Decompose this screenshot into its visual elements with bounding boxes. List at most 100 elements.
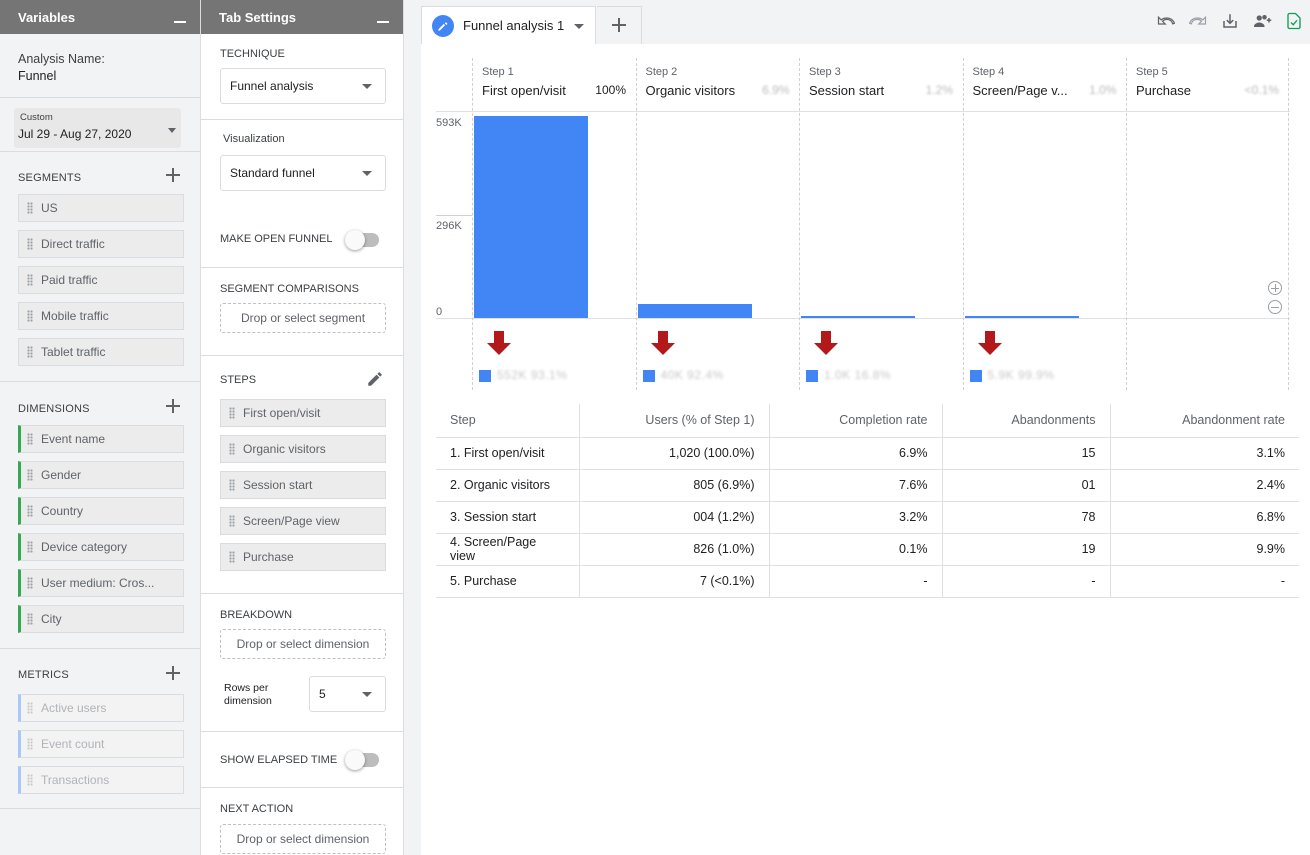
drag-handle-icon (27, 238, 33, 250)
tab-bar: Funnel analysis 1 (421, 0, 1310, 44)
undo-icon[interactable] (1157, 12, 1175, 30)
variables-header: Variables (0, 0, 200, 34)
table-cell: 3.1% (1110, 437, 1299, 470)
segment-chip[interactable]: Direct traffic (18, 230, 184, 258)
segment-chip[interactable]: US (18, 194, 184, 222)
download-icon[interactable] (1221, 12, 1239, 30)
dropoff-arrow-icon[interactable] (487, 331, 511, 355)
column-header[interactable]: Abandonment rate (1110, 404, 1299, 438)
dimension-chip[interactable]: City (18, 605, 184, 633)
drag-handle-icon (27, 738, 33, 750)
tab-funnel-analysis[interactable]: Funnel analysis 1 (421, 6, 596, 44)
dropoff-label: 1.0K 16.8% (824, 368, 892, 382)
column-header[interactable]: Step (436, 404, 580, 438)
table-row[interactable]: 2. Organic visitors 805 (6.9%) 7.6% 01 2.4% (436, 469, 1299, 502)
divider (201, 787, 403, 788)
breakdown-dropzone[interactable]: Drop or select dimension (220, 629, 386, 659)
share-icon[interactable] (1252, 12, 1274, 30)
date-range-picker[interactable]: Custom Jul 29 - Aug 27, 2020 (14, 108, 181, 148)
table-cell: 15 (942, 437, 1111, 470)
edit-steps-icon[interactable] (366, 370, 384, 388)
pencil-icon (432, 15, 454, 37)
table-body: 1. First open/visit 1,020 (100.0%) 6.9% 15 3… (436, 437, 1299, 598)
step-chip[interactable]: Screen/Page view (220, 507, 386, 535)
drag-handle-icon (27, 541, 33, 553)
open-funnel-toggle[interactable] (345, 230, 379, 250)
dimension-chip[interactable]: Gender (18, 461, 184, 489)
step-number: Step 2 (645, 66, 678, 78)
table-cell: 826 (1.0%) (579, 533, 770, 566)
metric-chip[interactable]: Transactions (18, 766, 184, 794)
rows-per-dimension-select[interactable]: 5 (309, 676, 386, 712)
dimension-chip[interactable]: Country (18, 497, 184, 525)
tab-menu-caret-icon[interactable] (574, 24, 584, 29)
step-chip[interactable]: Purchase (220, 543, 386, 571)
tab-settings-title: Tab Settings (219, 9, 297, 25)
funnel-bar[interactable] (964, 315, 1079, 318)
dimension-chip[interactable]: Device category (18, 533, 184, 561)
table-cell: 2.4% (1110, 469, 1299, 502)
funnel-step-column: Step 2 Organic visitors 6.9% 40K 92.4% (635, 58, 799, 390)
table-cell: 004 (1.2%) (579, 501, 770, 534)
segment-dropzone[interactable]: Drop or select segment (220, 303, 386, 333)
add-segment-icon[interactable] (166, 168, 180, 182)
step-percent: 6.9% (762, 83, 790, 97)
drag-handle-icon (27, 505, 33, 517)
table-row[interactable]: 5. Purchase 7 (<0.1%) - - - (436, 565, 1299, 598)
segment-chip[interactable]: Mobile traffic (18, 302, 184, 330)
zoom-in-icon[interactable] (1268, 281, 1282, 295)
visualization-select[interactable]: Standard funnel (220, 155, 386, 191)
add-metric-icon[interactable] (166, 666, 180, 680)
breakdown-label: BREAKDOWN (220, 609, 293, 621)
redo-icon[interactable] (1189, 12, 1207, 30)
tab-label: Funnel analysis 1 (463, 18, 565, 33)
table-cell: 3.2% (769, 501, 943, 534)
table-cell: 9.9% (1110, 533, 1299, 566)
next-action-dropzone[interactable]: Drop or select dimension (220, 824, 386, 854)
dropoff-arrow-icon[interactable] (814, 331, 838, 355)
dropoff-arrow-icon[interactable] (650, 331, 675, 355)
export-icon[interactable] (1285, 12, 1303, 30)
drag-handle-icon (27, 346, 33, 358)
column-header[interactable]: Completion rate (769, 404, 943, 438)
add-dimension-icon[interactable] (166, 399, 180, 413)
step-chip[interactable]: First open/visit (220, 399, 386, 427)
step-name: First open/visit (482, 83, 566, 98)
segment-chip[interactable]: Paid traffic (18, 266, 184, 294)
column-header[interactable]: Abandonments (942, 404, 1111, 438)
table-row[interactable]: 1. First open/visit 1,020 (100.0%) 6.9% 15 3… (436, 437, 1299, 470)
metric-chip[interactable]: Event count (18, 730, 184, 758)
step-chip[interactable]: Session start (220, 471, 386, 499)
table-cell: 805 (6.9%) (579, 469, 770, 502)
step-name: Purchase (1136, 83, 1191, 98)
column-header[interactable]: Users (% of Step 1) (579, 404, 770, 438)
drag-handle-icon (27, 310, 33, 322)
funnel-step-column: Step 5 Purchase <0.1% (1126, 58, 1289, 390)
analysis-name[interactable]: Funnel (18, 69, 57, 83)
table-row[interactable]: 4. Screen/Page view 826 (1.0%) 0.1% 19 9.9% (436, 533, 1299, 566)
drag-handle-icon (229, 443, 235, 455)
funnel-bar[interactable] (801, 315, 915, 318)
add-tab-button[interactable] (597, 6, 642, 44)
funnel-bar[interactable] (637, 304, 752, 318)
dimension-chip[interactable]: User medium: Cros... (18, 569, 184, 597)
segment-chip[interactable]: Tablet traffic (18, 338, 184, 366)
toggle-knob (345, 230, 365, 250)
dimension-chip[interactable]: Event name (18, 425, 184, 453)
table-row[interactable]: 3. Session start 004 (1.2%) 3.2% 78 6.8% (436, 501, 1299, 534)
metrics-title: METRICS (18, 669, 69, 681)
metric-chip[interactable]: Active users (18, 694, 184, 722)
collapse-icon[interactable] (377, 21, 389, 23)
zoom-out-icon[interactable] (1268, 300, 1282, 314)
step-chip[interactable]: Organic visitors (220, 435, 386, 463)
funnel-bar[interactable] (474, 116, 588, 318)
technique-select[interactable]: Funnel analysis (220, 68, 386, 104)
collapse-icon[interactable] (174, 21, 186, 23)
analysis-canvas: Funnel analysis 1 593K 296K 0 Step 1 Firs… (421, 0, 1310, 855)
dropoff-arrow-icon[interactable] (977, 331, 1002, 355)
toggle-knob (345, 750, 365, 770)
elapsed-time-toggle[interactable] (345, 750, 379, 770)
table-cell: 6.9% (769, 437, 943, 470)
step-name: Organic visitors (645, 83, 736, 98)
